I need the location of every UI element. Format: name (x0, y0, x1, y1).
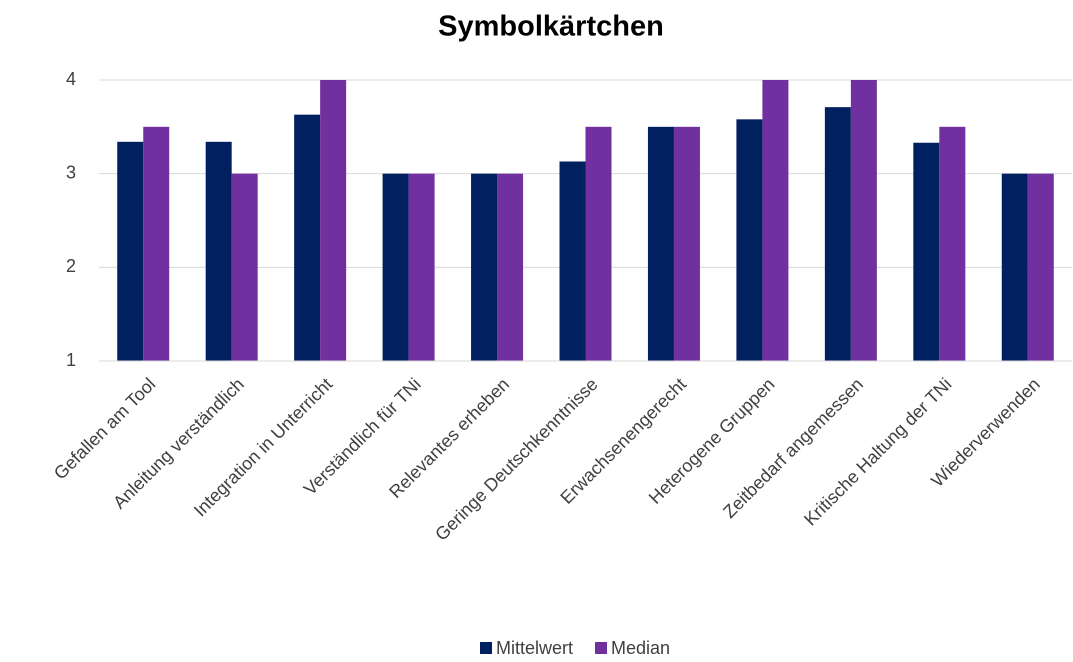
legend-label: Mittelwert (496, 638, 573, 658)
bar (117, 141, 144, 361)
bar (205, 141, 232, 361)
x-tick-label: Geringe Deutschkenntnisse (431, 374, 602, 545)
bar (736, 119, 763, 361)
bar (1001, 173, 1028, 361)
bar (231, 173, 258, 361)
bar (913, 142, 940, 361)
bar (850, 80, 877, 361)
bar (294, 114, 321, 361)
legend-swatch (595, 642, 608, 654)
bar (408, 173, 435, 361)
bar (471, 173, 498, 361)
bar (559, 161, 586, 361)
legend-swatch (480, 642, 492, 654)
bar (320, 80, 347, 361)
y-tick-label: 4 (66, 69, 76, 89)
y-tick-label: 1 (66, 350, 76, 370)
bar (382, 173, 409, 361)
legend-label: Median (611, 638, 670, 658)
bar (762, 80, 789, 361)
y-tick-label: 3 (66, 162, 76, 182)
bar (497, 173, 524, 361)
bar (824, 107, 851, 361)
bar (647, 126, 674, 361)
bar (585, 126, 612, 361)
x-tick-label: Kritische Haltung der TNi (800, 374, 955, 529)
y-tick-label: 2 (66, 256, 76, 276)
bar (673, 126, 700, 361)
bar (939, 126, 966, 361)
bar (1027, 173, 1054, 361)
bar (143, 126, 170, 361)
chart-title: Symbolkärtchen (438, 11, 664, 43)
